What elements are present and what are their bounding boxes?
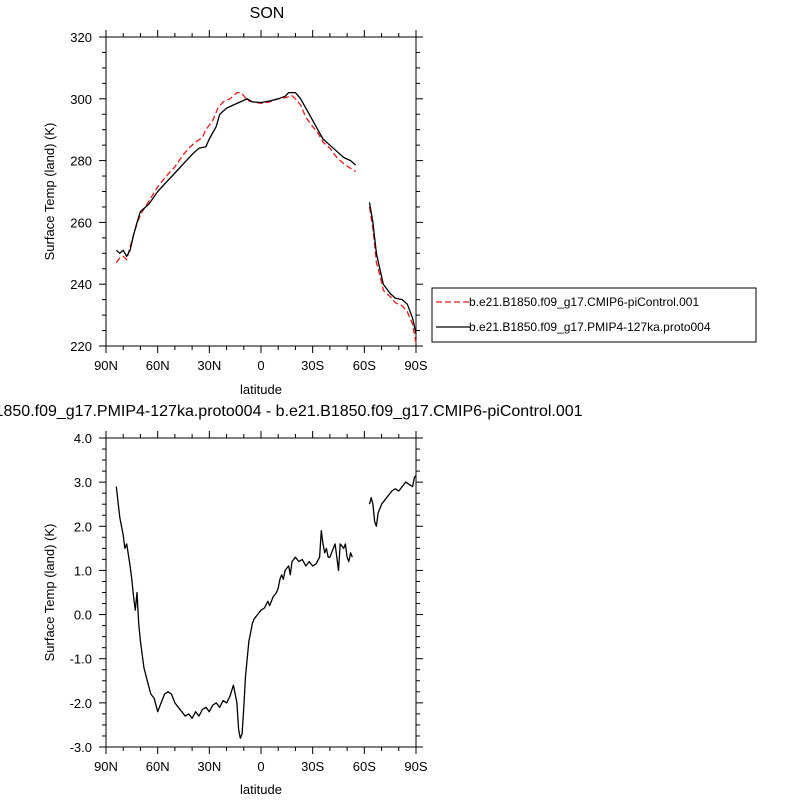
series-0-line-segment-0 — [115, 91, 357, 263]
y-tick-label: 220 — [70, 339, 92, 354]
x-tick-label: 0 — [257, 358, 264, 373]
x-tick-label: 30S — [301, 358, 324, 373]
legend-label-0: b.e21.B1850.f09_g17.CMIP6-piControl.001 — [469, 295, 699, 309]
x-tick-label: 60N — [146, 358, 170, 373]
y-tick-label: 1.0 — [74, 563, 92, 578]
series-0-line-segment-1 — [368, 206, 417, 344]
y-tick-label: -3.0 — [70, 740, 92, 755]
y-tick-label: 2.0 — [74, 519, 92, 534]
chart-title: b.e21.B1850.f09_g17.PMIP4-127ka.proto004… — [0, 403, 583, 420]
x-tick-label: 0 — [257, 759, 264, 774]
bottom-panel: b.e21.B1850.f09_g17.PMIP4-127ka.proto004… — [0, 403, 583, 797]
y-tick-label: 280 — [70, 154, 92, 169]
y-axis-title: Surface Temp (land) (K) — [42, 123, 57, 261]
series-0-line-segment-1 — [368, 475, 417, 527]
top-panel: SON 90N 60N 30N 0 30S 60S 90S 220 240 260 280 300 320… — [42, 5, 757, 397]
x-tick-label: 30N — [197, 759, 221, 774]
y-tick-label: 260 — [70, 215, 92, 230]
series-1-line-segment-1 — [368, 202, 417, 334]
y-tick-label: 320 — [70, 30, 92, 45]
x-tick-label: 60S — [353, 358, 376, 373]
plot-frame — [105, 437, 417, 748]
y-tick-label: 0.0 — [74, 608, 92, 623]
legend: b.e21.B1850.f09_g17.CMIP6-piControl.001b… — [431, 287, 757, 343]
x-axis-title: latitude — [240, 382, 282, 397]
y-tick-label: -1.0 — [70, 652, 92, 667]
plot-frame — [105, 36, 417, 347]
chart-title: SON — [250, 5, 285, 22]
series-1-line-segment-0 — [115, 91, 357, 258]
x-tick-label: 90S — [404, 759, 427, 774]
x-tick-label: 60S — [353, 759, 376, 774]
legend-box — [431, 287, 757, 343]
y-axis-title: Surface Temp (land) (K) — [42, 524, 57, 662]
x-tick-label: 60N — [146, 759, 170, 774]
x-tick-label: 90S — [404, 358, 427, 373]
x-tick-label: 90N — [94, 358, 118, 373]
legend-label-1: b.e21.B1850.f09_g17.PMIP4-127ka.proto004 — [469, 320, 711, 334]
x-axis-title: latitude — [240, 782, 282, 797]
y-tick-label: 3.0 — [74, 475, 92, 490]
series-0-line-segment-0 — [115, 486, 353, 739]
x-tick-label: 30N — [197, 358, 221, 373]
y-tick-label: 4.0 — [74, 431, 92, 446]
y-tick-label: 240 — [70, 277, 92, 292]
y-tick-label: 300 — [70, 92, 92, 107]
x-tick-label: 90N — [94, 759, 118, 774]
x-tick-label: 30S — [301, 759, 324, 774]
y-tick-label: -2.0 — [70, 696, 92, 711]
